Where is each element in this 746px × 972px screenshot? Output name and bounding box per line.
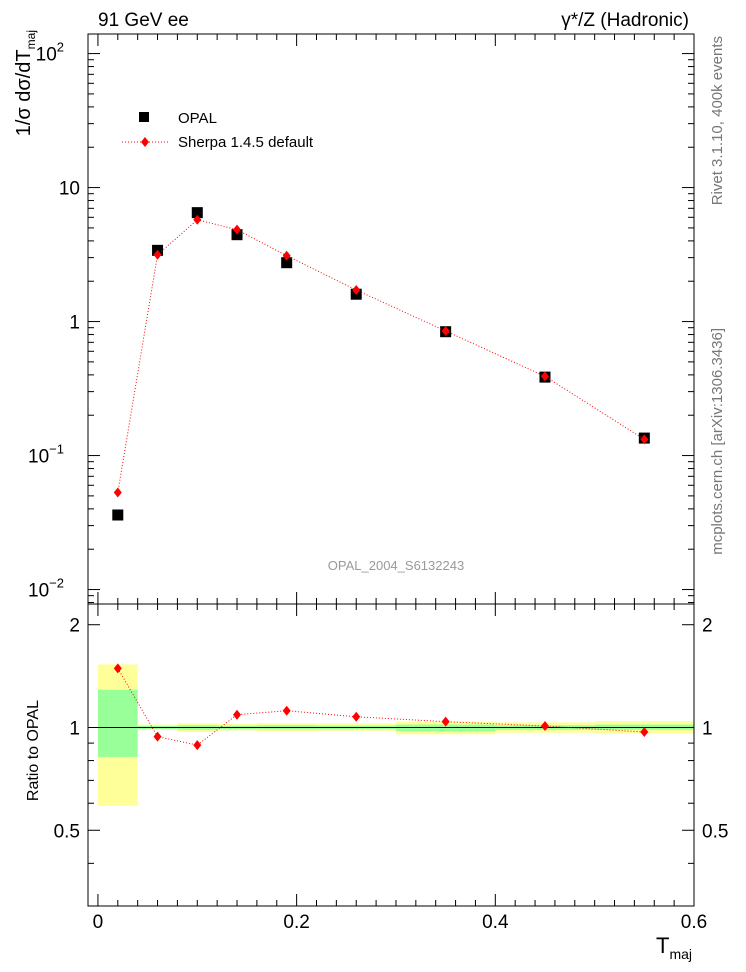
legend-label-opal: OPAL [178,110,217,127]
sherpa-point [233,224,242,235]
ratio-sherpa-point [352,711,361,722]
x-tick-label: 0 [93,912,104,933]
opal-point [112,509,124,521]
ratio-y-axis-label: Ratio to OPAL [25,700,42,801]
ratio-y-tick-label-left: 2 [69,616,80,637]
sherpa-point [640,434,649,445]
main-y-axis-label: 1/σ dσ/dTmaj [13,30,38,136]
ratio-y-tick-label-right: 2 [702,616,713,637]
main-y-tick-label: 10 [59,179,80,200]
green-band-0 [97,689,138,757]
ratio-y-tick-label-left: 1 [69,718,80,739]
rivet-label: Rivet 3.1.10, 400k events [709,36,726,205]
opal-point [231,229,243,241]
analysis-watermark: OPAL_2004_S6132243 [328,558,464,573]
mcplots-label: mcplots.cern.ch [arXiv:1306.3436] [709,328,726,555]
svg-text:1/σ dσ/dTmaj: 1/σ dσ/dTmaj [13,30,38,136]
legend-label-sherpa: Sherpa 1.4.5 default [178,134,314,151]
chart-title-right: γ*/Z (Hadronic) [561,10,689,31]
sherpa-point [282,250,291,261]
legend-marker-sherpa [141,137,149,147]
ratio-sherpa-point [640,727,649,738]
ratio-sherpa-line [117,668,645,746]
main-y-tick-label: 1 [69,313,80,334]
main-y-tick-label: 10−1 [28,442,64,468]
sherpa-line [117,219,645,493]
ratio-y-tick-label-left: 0.5 [54,821,80,842]
ratio-sherpa-point [113,663,122,674]
x-axis-label: Tmaj [656,933,692,962]
legend: OPAL Sherpa 1.4.5 default [122,110,314,151]
x-tick-label: 0.2 [283,912,309,933]
ratio-error-bands [88,664,694,806]
sherpa-point [113,487,122,498]
sherpa-point [352,285,361,296]
sherpa-point [540,371,549,382]
legend-marker-opal [139,112,149,122]
data-series [112,207,650,751]
x-tick-label: 0.4 [482,912,509,933]
ratio-sherpa-point [153,731,162,742]
sherpa-point [193,214,202,225]
ratio-plot-frame [87,603,695,907]
opal-point [281,257,293,269]
ratio-sherpa-point [540,721,549,732]
ratio-y-tick-label-right: 0.5 [702,821,728,842]
axes: 10−2 10−1 1 10 102 0 0.2 0.4 0.6 0.5 0.5 1 1 2 2 [28,33,728,933]
ratio-y-tick-label-right: 1 [702,718,713,739]
ratio-sherpa-point [233,709,242,720]
ratio-sherpa-point [193,740,202,751]
main-y-tick-label: 10−2 [28,576,64,602]
ratio-sherpa-point [282,705,291,716]
x-tick-label: 0.6 [681,912,707,933]
main-y-tick-label: 102 [36,40,64,66]
ratio-sherpa-point [441,716,450,727]
sherpa-point [153,249,162,260]
sherpa-point [441,326,450,337]
chart-title-left: 91 GeV ee [98,10,189,31]
opal-point [191,207,203,219]
